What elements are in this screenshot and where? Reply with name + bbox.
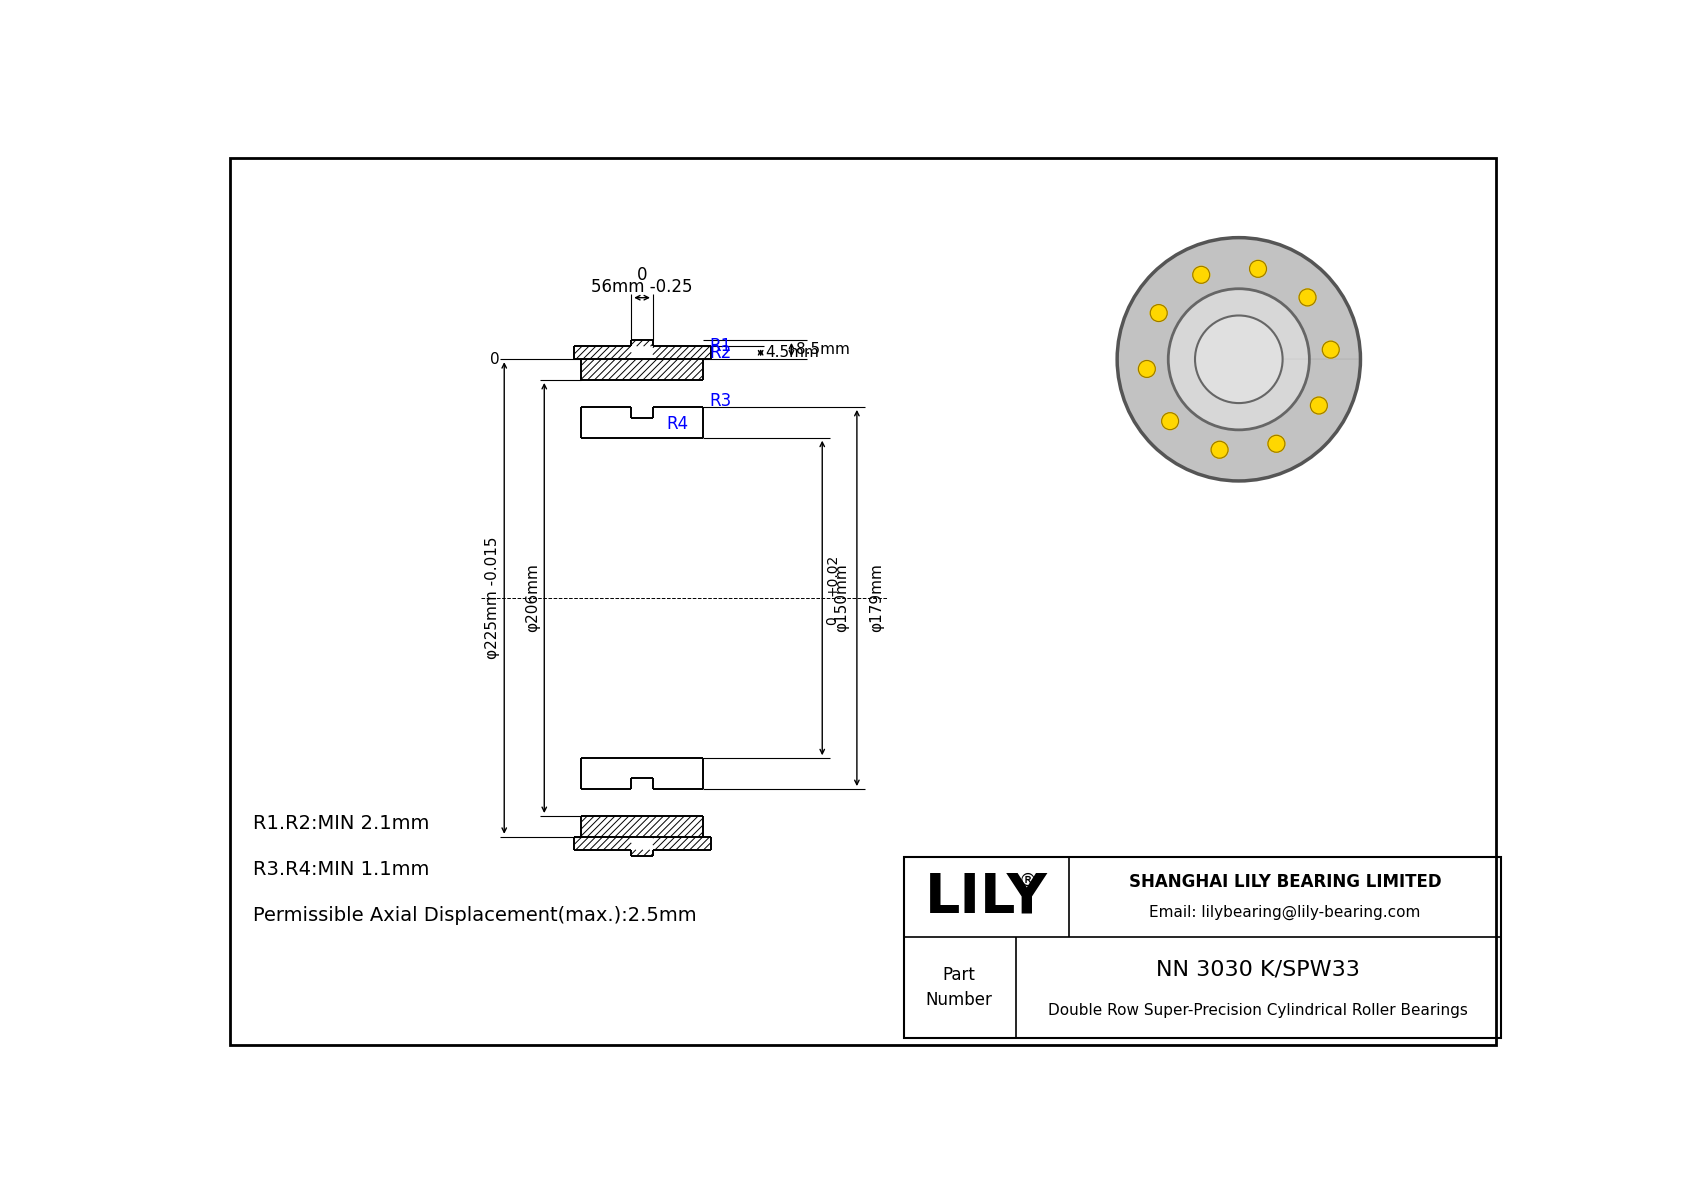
Circle shape [1211, 441, 1228, 459]
Circle shape [1196, 316, 1283, 403]
Text: Double Row Super-Precision Cylindrical Roller Bearings: Double Row Super-Precision Cylindrical R… [1047, 1003, 1468, 1017]
Text: R1.R2:MIN 2.1mm: R1.R2:MIN 2.1mm [253, 813, 429, 833]
Circle shape [1192, 267, 1209, 283]
Circle shape [1250, 261, 1266, 278]
Text: 8.5mm: 8.5mm [797, 342, 850, 357]
Polygon shape [1169, 288, 1310, 430]
Circle shape [1310, 397, 1327, 414]
Text: R1: R1 [709, 337, 731, 355]
Text: Email: lilybearing@lily-bearing.com: Email: lilybearing@lily-bearing.com [1148, 905, 1421, 921]
Text: 0: 0 [490, 353, 500, 367]
Text: 4.5mm: 4.5mm [765, 345, 818, 360]
Circle shape [1298, 289, 1315, 306]
Circle shape [1268, 435, 1285, 453]
Text: R3.R4:MIN 1.1mm: R3.R4:MIN 1.1mm [253, 860, 429, 879]
Text: NN 3030 K/SPW33: NN 3030 K/SPW33 [1157, 960, 1361, 979]
Text: R2: R2 [709, 344, 731, 362]
Text: 0: 0 [825, 617, 839, 625]
Text: Part
Number: Part Number [926, 966, 994, 1009]
Bar [904, 858, 1500, 1039]
Text: ®: ® [1019, 872, 1037, 890]
Text: Permissible Axial Displacement(max.):2.5mm: Permissible Axial Displacement(max.):2.5… [253, 906, 697, 925]
Text: SHANGHAI LILY BEARING LIMITED: SHANGHAI LILY BEARING LIMITED [1128, 873, 1442, 891]
Text: φ179mm: φ179mm [869, 563, 884, 632]
Text: 0: 0 [637, 266, 647, 283]
Circle shape [1138, 361, 1155, 378]
Text: φ206mm: φ206mm [525, 563, 539, 632]
Text: φ225mm -0.015: φ225mm -0.015 [485, 537, 500, 660]
Circle shape [1150, 305, 1167, 322]
Text: LILY: LILY [925, 871, 1047, 924]
Text: φ150mm: φ150mm [835, 563, 849, 632]
Text: R4: R4 [667, 414, 689, 434]
Circle shape [1322, 341, 1339, 358]
Text: R3: R3 [709, 392, 731, 410]
Circle shape [1162, 413, 1179, 430]
Text: 56mm -0.25: 56mm -0.25 [591, 279, 692, 297]
Text: +0.02: +0.02 [825, 554, 839, 596]
Polygon shape [1116, 238, 1361, 481]
